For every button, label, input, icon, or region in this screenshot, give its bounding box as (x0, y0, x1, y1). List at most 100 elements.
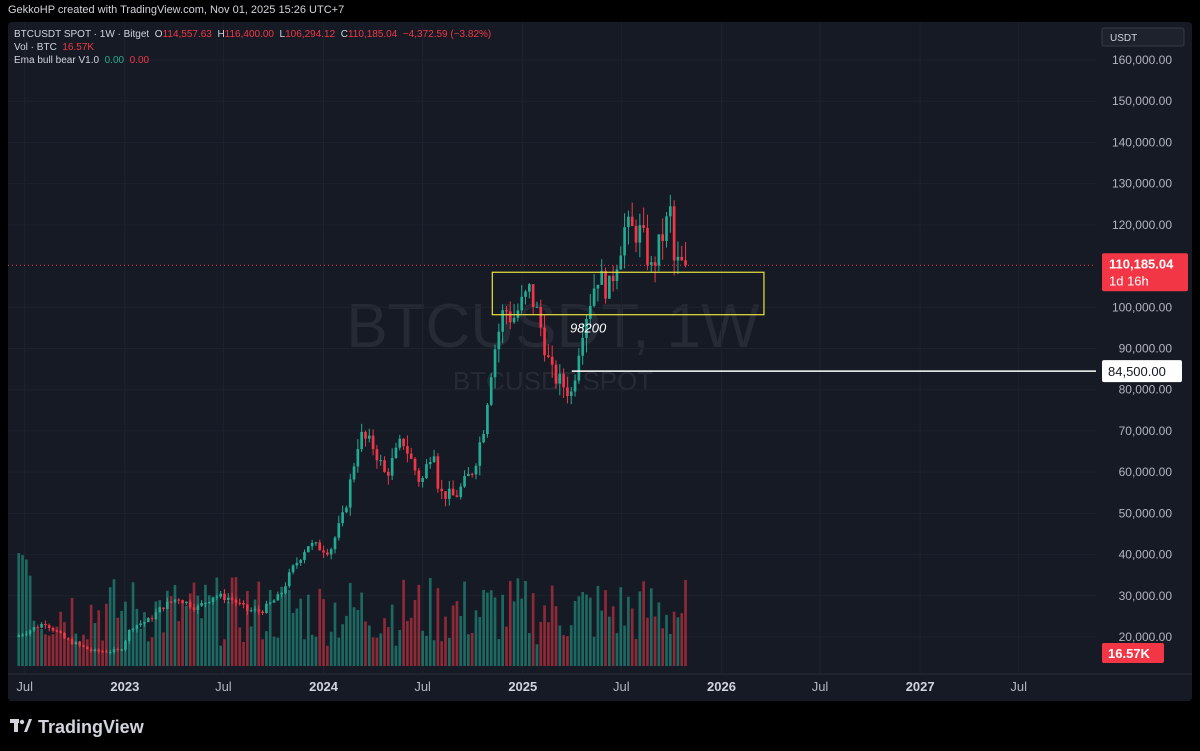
candle-body (337, 523, 341, 538)
volume-bar (524, 580, 527, 666)
volume-label[interactable]: Vol · BTC (14, 42, 57, 53)
branding-bar: TradingView (0, 701, 1200, 751)
volume-bar (85, 639, 89, 666)
candle-body (646, 227, 649, 265)
volume-bar (569, 625, 573, 666)
volume-bar (196, 595, 200, 666)
volume-bar (421, 630, 424, 666)
volume-bar (341, 624, 344, 666)
volume-bar (139, 628, 142, 666)
volume-bar (200, 618, 203, 666)
candle-body (78, 642, 82, 646)
volume-bar (577, 596, 581, 666)
support-zone-box[interactable] (491, 271, 765, 316)
volume-bar (623, 625, 626, 666)
volume-bar (36, 628, 40, 666)
candle-body (66, 638, 70, 640)
candle-body (333, 537, 337, 550)
candle-body (295, 562, 299, 566)
volume-bar (120, 610, 123, 666)
candle-body (398, 438, 402, 448)
candle-body (25, 633, 28, 635)
price-badges: 110,185.04 1d 16h 84,500.00 16.57K (1102, 253, 1188, 663)
volume-bar (295, 608, 299, 666)
volume-bar (390, 604, 394, 666)
countdown-label: 1d 16h (1109, 273, 1149, 288)
candle-body (150, 618, 154, 620)
volume-bar (154, 601, 158, 666)
volume-bar (527, 633, 531, 666)
candle-body (314, 542, 318, 544)
indicator-label[interactable]: Ema bull bear V1.0 (14, 55, 100, 66)
volume-bar (581, 591, 585, 666)
candle-body (600, 270, 604, 285)
candle-body (383, 460, 386, 472)
volume-bar (611, 606, 615, 666)
volume-bar (665, 614, 668, 666)
y-tick-label: 40,000.00 (1119, 548, 1173, 562)
currency-label: USDT (1110, 33, 1137, 44)
x-tick-label: Jul (215, 679, 232, 694)
tradingview-logo[interactable]: TradingView (10, 717, 144, 738)
candle-body (493, 349, 497, 378)
candle-body (539, 306, 543, 328)
volume-bar (394, 645, 398, 666)
candle-body (21, 634, 24, 636)
volume-bar (371, 637, 375, 666)
volume-bar (21, 555, 24, 666)
currency-button[interactable] (1101, 27, 1185, 47)
y-tick-label: 100,000.00 (1112, 300, 1172, 314)
y-tick-label: 160,000.00 (1112, 53, 1172, 67)
candle-body (371, 435, 375, 450)
candle-body (124, 640, 127, 650)
time-axis[interactable] (8, 674, 1192, 701)
price-axis[interactable] (1096, 22, 1192, 674)
volume-bar (207, 595, 211, 666)
candle-body (566, 387, 569, 397)
candle-body (642, 225, 645, 228)
candle-body (89, 649, 93, 652)
volume-bar (40, 629, 43, 666)
candle-body (127, 630, 131, 641)
y-tick-label: 90,000.00 (1119, 342, 1173, 356)
chart-area[interactable]: BTCUSDT, 1W BTCUSDT SPOT 98200 160,000.0… (8, 22, 1192, 701)
volume-bar (501, 594, 504, 666)
candle-body (547, 355, 550, 357)
volume-bar (78, 641, 82, 666)
volume-bar (105, 603, 108, 666)
volume-bar (539, 621, 543, 666)
candle-body (143, 622, 146, 624)
y-tick-label: 150,000.00 (1112, 94, 1172, 108)
candle-body (432, 456, 436, 463)
volume-bar (93, 623, 97, 666)
close-value: 110,185.04 (347, 29, 398, 40)
volume-bar (444, 616, 447, 666)
volume-bar (467, 634, 470, 666)
volume-bar (329, 631, 333, 666)
candle-body (63, 632, 66, 639)
indicator-value-1: 0.00 (104, 55, 125, 66)
volume-bar (44, 634, 47, 666)
chart-svg[interactable]: BTCUSDT, 1W BTCUSDT SPOT 98200 160,000.0… (8, 22, 1192, 701)
candle-body (512, 317, 516, 323)
candle-body (287, 572, 291, 587)
volume-bar (566, 636, 569, 666)
candle-body (409, 453, 413, 459)
candle-body (59, 631, 62, 633)
annotations: 98200 (8, 264, 1102, 372)
candle-body (588, 305, 592, 319)
candle-body (196, 605, 200, 611)
candle-body (604, 270, 607, 299)
candle-body (101, 651, 104, 653)
volume-bar (447, 637, 451, 666)
symbol-label[interactable]: BTCUSDT SPOT · 1W · Bitget (14, 29, 150, 40)
volume-bar (47, 635, 51, 666)
candle-body (131, 628, 135, 631)
volume-bar (413, 599, 417, 666)
x-tick-label: Jul (812, 679, 829, 694)
candle-body (478, 442, 482, 466)
volume-bar (588, 597, 592, 666)
volume-bar (661, 628, 665, 666)
open-value: 114,557.63 (162, 29, 212, 40)
volume-bar (592, 636, 596, 666)
